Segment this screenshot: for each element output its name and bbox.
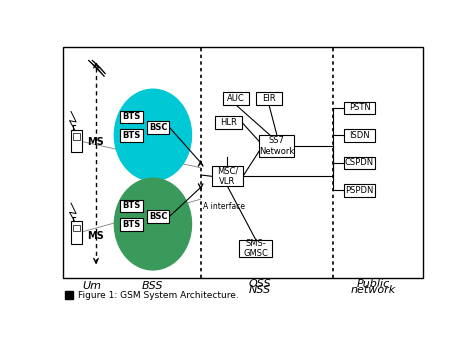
Text: BSC: BSC	[149, 123, 167, 132]
Bar	[65, 291, 73, 300]
Bar	[71, 221, 82, 244]
Text: Public: Public	[357, 279, 390, 289]
Bar	[344, 129, 375, 141]
Bar	[146, 121, 170, 134]
Bar	[239, 240, 272, 257]
Bar	[73, 133, 80, 140]
Text: MSC/
VLR: MSC/ VLR	[217, 167, 238, 186]
Bar	[71, 130, 82, 152]
Text: OSS: OSS	[248, 279, 271, 289]
Bar	[146, 210, 170, 223]
Bar	[344, 102, 375, 114]
Text: ISDN: ISDN	[349, 131, 370, 140]
Text: BTS: BTS	[122, 131, 140, 140]
Text: PSPDN: PSPDN	[346, 186, 374, 195]
Text: EIR: EIR	[262, 94, 276, 103]
Bar	[120, 200, 143, 212]
Text: SS7
Network: SS7 Network	[259, 136, 294, 156]
Bar	[344, 156, 375, 169]
Text: Figure 1: GSM System Architecture.: Figure 1: GSM System Architecture.	[78, 291, 238, 300]
Bar	[120, 111, 143, 123]
Text: BSS: BSS	[142, 280, 164, 291]
Text: HLR: HLR	[220, 118, 237, 127]
Text: network: network	[351, 285, 396, 295]
Text: BSC: BSC	[149, 212, 167, 221]
Text: BTS: BTS	[122, 220, 140, 229]
Text: BTS: BTS	[122, 113, 140, 121]
Text: BTS: BTS	[122, 202, 140, 210]
Text: SMS-
GMSC: SMS- GMSC	[243, 239, 268, 258]
Text: PSTN: PSTN	[349, 103, 371, 112]
Text: NSS: NSS	[248, 285, 271, 295]
Bar	[344, 184, 375, 197]
Text: A interface: A interface	[203, 202, 245, 211]
Ellipse shape	[114, 89, 191, 181]
Bar	[223, 92, 249, 105]
Bar	[73, 225, 80, 232]
Bar	[215, 116, 242, 129]
Bar	[120, 129, 143, 141]
Bar	[63, 47, 423, 278]
Text: MS: MS	[87, 137, 103, 147]
Text: CSPDN: CSPDN	[345, 158, 374, 167]
Text: MS: MS	[87, 231, 103, 241]
Text: Um: Um	[83, 280, 102, 291]
Bar	[256, 92, 282, 105]
Ellipse shape	[114, 178, 191, 270]
Bar	[212, 167, 243, 186]
Bar	[259, 135, 294, 157]
Text: AUC: AUC	[227, 94, 245, 103]
Bar	[120, 218, 143, 231]
